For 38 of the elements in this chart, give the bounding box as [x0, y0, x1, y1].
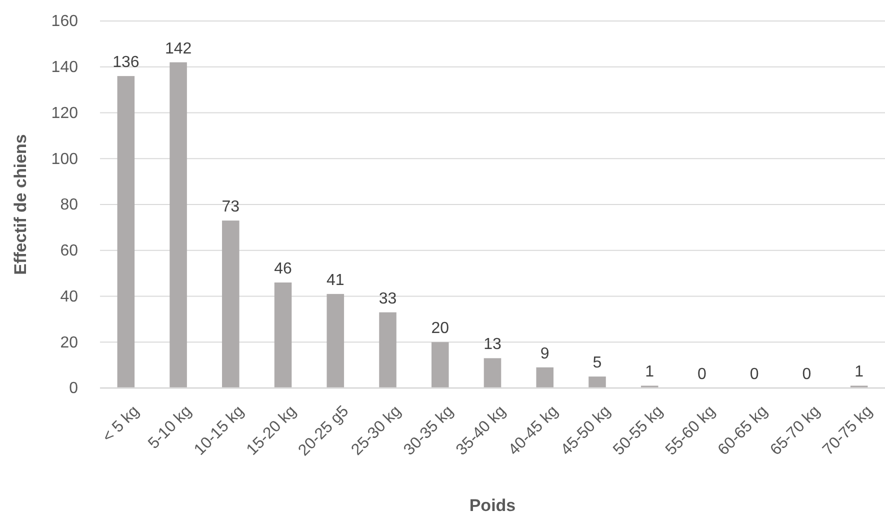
- data-label: 20: [431, 320, 450, 338]
- bar: [431, 342, 449, 388]
- data-label: 136: [112, 54, 140, 72]
- data-label: 73: [222, 198, 240, 216]
- y-tick-label: 120: [51, 104, 78, 122]
- bar: [222, 220, 240, 388]
- data-label: 0: [802, 366, 812, 383]
- data-label: 41: [326, 272, 344, 289]
- bar: [117, 76, 135, 388]
- x-tick-label: < 5 kg: [100, 402, 143, 446]
- data-label: 142: [164, 40, 192, 58]
- y-axis-title: Effectif de chiens: [11, 134, 30, 275]
- bar: [274, 282, 292, 388]
- y-tick-label: 40: [60, 288, 78, 306]
- bar: [536, 367, 554, 388]
- data-label: 0: [698, 366, 707, 383]
- y-tick-label: 80: [60, 196, 78, 214]
- data-label: 0: [750, 366, 759, 383]
- data-label: 5: [592, 354, 602, 372]
- x-tick-label: 5-10 kg: [145, 402, 196, 452]
- bar: [170, 62, 187, 388]
- data-label: 46: [274, 260, 292, 278]
- bar: [379, 312, 396, 388]
- bar: [326, 294, 344, 388]
- y-tick-label: 140: [51, 58, 78, 76]
- y-tick-label: 100: [51, 150, 78, 168]
- data-label: 1: [645, 364, 654, 381]
- data-label: 33: [378, 290, 397, 308]
- data-label: 9: [540, 345, 550, 362]
- bar: [484, 358, 502, 388]
- y-tick-label: 20: [60, 334, 78, 352]
- y-tick-label: 160: [51, 13, 78, 30]
- x-axis-title: Poids: [469, 496, 516, 515]
- y-tick-label: 60: [60, 242, 78, 260]
- data-label: 13: [484, 336, 502, 354]
- bar: [588, 376, 606, 388]
- data-label: 1: [854, 364, 864, 381]
- y-tick-label: 0: [69, 380, 78, 398]
